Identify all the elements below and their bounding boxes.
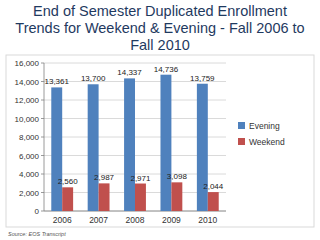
chart-frame: [6, 55, 314, 227]
data-label: 2,044: [203, 182, 224, 191]
data-label: 2,987: [94, 173, 115, 182]
bar: [197, 84, 208, 211]
tick-mark: [41, 211, 44, 212]
grid-line: [44, 63, 226, 64]
y-tick-label: 12,000: [15, 96, 40, 105]
tick-mark: [41, 192, 44, 193]
data-labels: 13,361 2,560 13,700 2,987 14,337 2,971 14,736 3…: [45, 65, 224, 191]
tick-mark: [41, 174, 44, 175]
x-tick-label: 2007: [89, 215, 108, 225]
tick-mark: [41, 63, 44, 64]
y-tick-label: 14,000: [15, 78, 40, 87]
x-tick-label: 2008: [126, 215, 145, 225]
tick-mark: [41, 155, 44, 156]
x-tick-label: 2010: [198, 215, 217, 225]
data-label: 14,337: [117, 68, 142, 77]
y-tick-label: 0: [35, 207, 40, 216]
bar: [51, 87, 62, 211]
data-label: 2,560: [58, 177, 79, 186]
data-label: 2,971: [130, 174, 151, 183]
bar: [99, 183, 110, 211]
x-tick-label: 2009: [162, 215, 181, 225]
y-tick-label: 10,000: [15, 115, 40, 124]
data-label: 13,361: [45, 77, 70, 86]
legend-swatch: [238, 122, 245, 129]
tick-mark: [41, 118, 44, 119]
tick-mark: [41, 100, 44, 101]
x-tick-label: 2006: [53, 215, 72, 225]
tick-mark: [41, 137, 44, 138]
source-note: Source: EOS Transcript: [8, 231, 66, 237]
legend-label: Evening: [249, 121, 280, 131]
bar: [124, 78, 135, 211]
bar: [160, 75, 171, 211]
bar: [171, 182, 182, 211]
y-tick-label: 4,000: [19, 170, 40, 179]
data-label: 13,759: [190, 74, 215, 83]
bar: [88, 84, 99, 211]
data-label: 14,736: [154, 65, 179, 74]
y-tick-label: 16,000: [15, 59, 40, 68]
data-label: 3,098: [167, 172, 188, 181]
legend-swatch: [238, 138, 245, 145]
y-tick-label: 2,000: [19, 189, 40, 198]
bars: [51, 75, 218, 211]
legend-label: Weekend: [249, 137, 285, 147]
chart: 0 2,000 4,000 6,000 8,000 10,000 12,000 14,000 1…: [0, 0, 320, 240]
y-tick-label: 8,000: [19, 133, 40, 142]
bar: [208, 192, 219, 211]
bar: [135, 184, 146, 211]
title: End of Semester Duplicated Enrollment Tr…: [10, 3, 310, 54]
y-tick-label: 6,000: [19, 152, 40, 161]
bar: [62, 187, 73, 211]
data-label: 13,700: [81, 74, 106, 83]
